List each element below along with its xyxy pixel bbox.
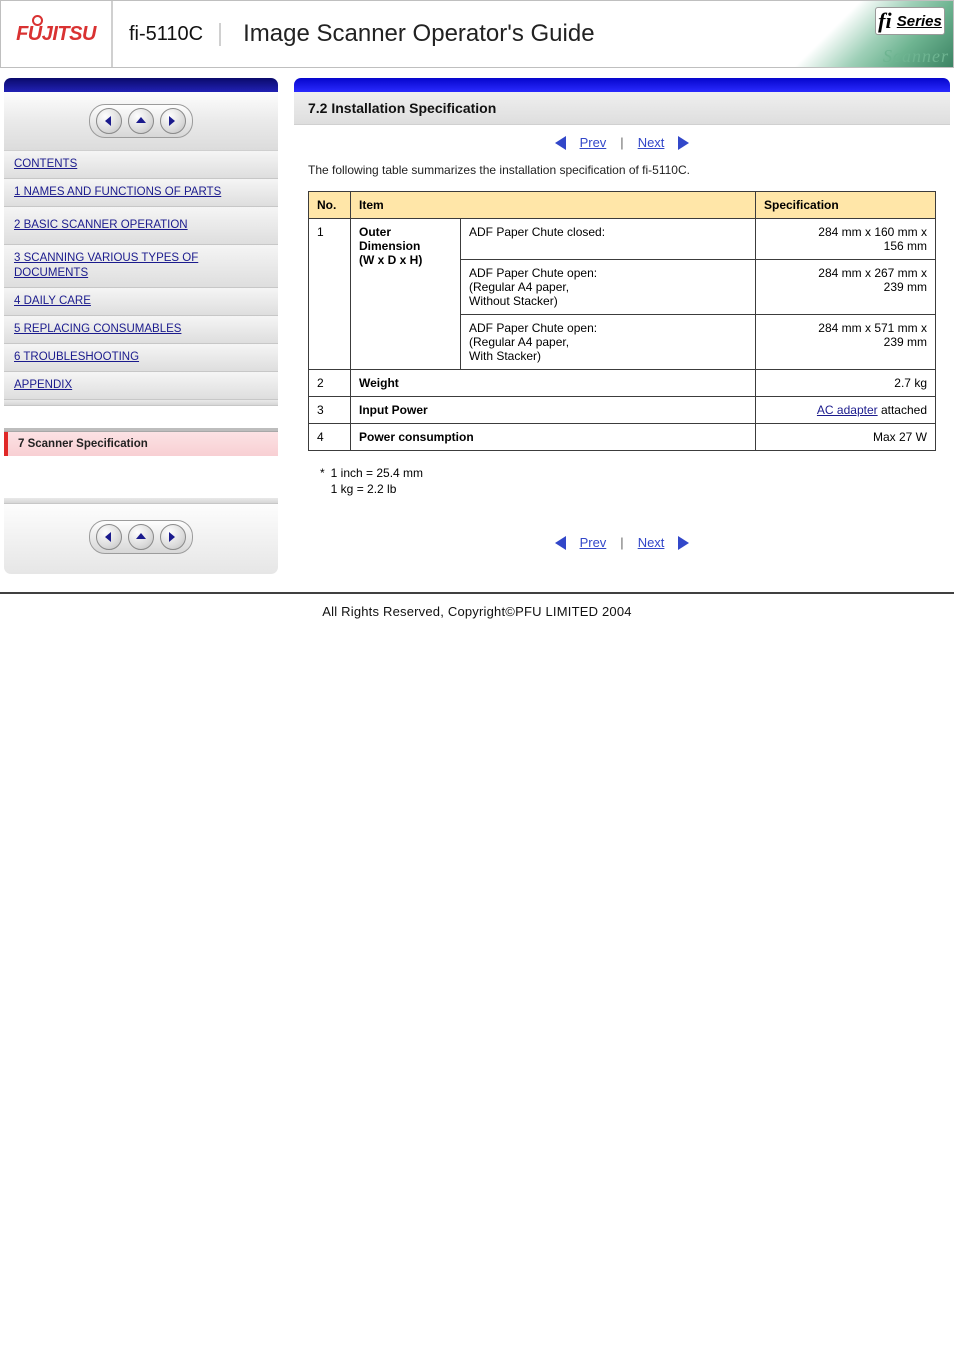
sidebar-item[interactable]: 1 NAMES AND FUNCTIONS OF PARTS [4,179,278,207]
col-spec: Specification [756,192,936,219]
cell-subitem: ADF Paper Chute closed: [461,219,756,260]
cell-subitem: ADF Paper Chute open:(Regular A4 paper,W… [461,315,756,370]
sidebar-current-section: 7 Scanner Specification [4,432,278,456]
header: FUJITSU fi-5110C Image Scanner Operator'… [0,0,954,68]
cell-subitem: ADF Paper Chute open:(Regular A4 paper,W… [461,260,756,315]
intro-text: The following table summarizes the insta… [294,156,950,191]
cell-item: Input Power [351,397,756,424]
sidebar: CONTENTS 1 NAMES AND FUNCTIONS OF PARTS 2 … [4,78,278,580]
nav-next-button[interactable] [160,108,186,134]
cell-item: Power consumption [351,424,756,451]
header-title: Image Scanner Operator's Guide [221,20,594,48]
pager-top: Prev | Next [294,125,950,156]
main-head-bar [294,78,950,92]
table-row: 3Input PowerAC adapter attached [309,397,936,424]
sidebar-item[interactable]: CONTENTS [4,151,278,179]
sidebar-item[interactable]: 5 REPLACING CONSUMABLES [4,316,278,344]
cell-no: 2 [309,370,351,397]
sidebar-item[interactable]: 3 SCANNING VARIOUS TYPES OF DOCUMENTS [4,245,278,288]
cell-spec[interactable]: AC adapter attached [756,397,936,424]
cell-item: OuterDimension(W x D x H) [351,219,461,370]
sidebar-item-link[interactable]: 1 NAMES AND FUNCTIONS OF PARTS [14,186,221,198]
footnote-row: *1 inch = 25.4 mm [320,465,429,481]
brand-logo: FUJITSU [1,1,113,67]
pager-separator: | [620,135,623,150]
nav-up-button-2[interactable] [128,524,154,550]
pager-next-icon-2[interactable] [678,536,689,550]
cell-spec: 284 mm x 571 mm x239 mm [756,315,936,370]
fi-series-badge: fi Series [875,7,945,35]
sidebar-item[interactable]: 6 TROUBLESHOOTING [4,344,278,372]
sidebar-item-link[interactable]: APPENDIX [14,379,72,391]
pager-next-link[interactable]: Next [638,135,665,150]
spec-table-head: No. Item Specification [309,192,936,219]
cell-no: 1 [309,219,351,370]
pager-prev-link-2[interactable]: Prev [580,535,607,550]
sidebar-gap2 [4,456,278,498]
pager-bottom: Prev | Next [294,525,950,556]
sidebar-item-link[interactable]: 4 DAILY CARE [14,295,91,307]
footnote-row: 1 kg = 2.2 lb [320,481,429,497]
sidebar-item[interactable]: 2 BASIC SCANNER OPERATION [4,207,278,245]
nav-capsule [89,104,193,138]
table-row: 1OuterDimension(W x D x H)ADF Paper Chut… [309,219,936,260]
nav-prev-button-2[interactable] [96,524,122,550]
logo-u: U [28,23,42,46]
footnote-cell: * [320,465,331,481]
spec-table: No. Item Specification 1OuterDimension(W… [308,191,936,451]
footnote: *1 inch = 25.4 mm1 kg = 2.2 lb [294,461,950,505]
cell-item: Weight [351,370,756,397]
pager-next-link-2[interactable]: Next [638,535,665,550]
cell-spec: 2.7 kg [756,370,936,397]
nav-next-button-2[interactable] [160,524,186,550]
copyright: All Rights Reserved, Copyright©PFU LIMIT… [0,594,954,647]
table-row: 2Weight2.7 kg [309,370,936,397]
sidebar-item[interactable]: 4 DAILY CARE [4,288,278,316]
cell-no: 4 [309,424,351,451]
main-title: 7.2 Installation Specification [294,92,950,125]
badge-subtext: Scanner [883,46,949,67]
footnote-cell: 1 inch = 25.4 mm [331,465,429,481]
sidebar-item-link[interactable]: 6 TROUBLESHOOTING [14,351,139,363]
pager-prev-link[interactable]: Prev [580,135,607,150]
sidebar-separator2 [4,498,278,504]
sidebar-item-link[interactable]: 5 REPLACING CONSUMABLES [14,323,181,335]
table-row: 4Power consumptionMax 27 W [309,424,936,451]
cell-spec: Max 27 W [756,424,936,451]
sidebar-head-bar [4,78,278,92]
sidebar-nav-top [4,92,278,151]
pager-prev-icon[interactable] [555,136,566,150]
footnote-cell [320,481,331,497]
pager-prev-icon-2[interactable] [555,536,566,550]
cell-no: 3 [309,397,351,424]
sidebar-item[interactable]: APPENDIX [4,372,278,400]
pager-separator-2: | [620,535,623,550]
sidebar-item-link[interactable]: 2 BASIC SCANNER OPERATION [14,218,188,233]
header-badge: fi Series Scanner [753,1,953,68]
sidebar-gap [4,406,278,428]
cell-spec: 284 mm x 160 mm x156 mm [756,219,936,260]
sidebar-nav-bottom [4,504,278,574]
header-model: fi-5110C [113,23,221,46]
sidebar-item-link[interactable]: 3 SCANNING VARIOUS TYPES OF DOCUMENTS [14,251,268,281]
pager-next-icon[interactable] [678,136,689,150]
cell-spec: 284 mm x 267 mm x239 mm [756,260,936,315]
col-no: No. [309,192,351,219]
sidebar-item-link[interactable]: CONTENTS [14,158,77,170]
nav-prev-button[interactable] [96,108,122,134]
nav-up-button[interactable] [128,108,154,134]
col-item: Item [351,192,756,219]
footnote-cell: 1 kg = 2.2 lb [331,481,429,497]
main-panel: 7.2 Installation Specification Prev | Ne… [294,78,950,580]
